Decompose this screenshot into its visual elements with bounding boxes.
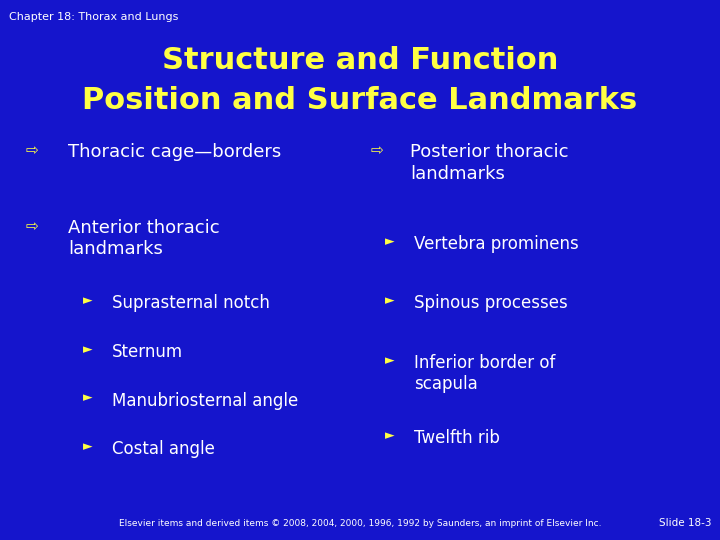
Text: Sternum: Sternum: [112, 343, 183, 361]
Text: Vertebra prominens: Vertebra prominens: [414, 235, 579, 253]
Text: Position and Surface Landmarks: Position and Surface Landmarks: [82, 86, 638, 116]
Text: ►: ►: [83, 343, 92, 356]
Text: ⇨: ⇨: [25, 219, 38, 234]
Text: Twelfth rib: Twelfth rib: [414, 429, 500, 447]
Text: ⇨: ⇨: [371, 143, 384, 158]
Text: ►: ►: [385, 294, 395, 307]
Text: ►: ►: [385, 429, 395, 442]
Text: ►: ►: [83, 440, 92, 453]
Text: Anterior thoracic
landmarks: Anterior thoracic landmarks: [68, 219, 220, 258]
Text: Inferior border of
scapula: Inferior border of scapula: [414, 354, 555, 393]
Text: ⇨: ⇨: [25, 143, 38, 158]
Text: ►: ►: [83, 294, 92, 307]
Text: Elsevier items and derived items © 2008, 2004, 2000, 1996, 1992 by Saunders, an : Elsevier items and derived items © 2008,…: [119, 519, 601, 528]
Text: ►: ►: [83, 392, 92, 404]
Text: Slide 18-3: Slide 18-3: [659, 518, 711, 528]
Text: Thoracic cage—borders: Thoracic cage—borders: [68, 143, 282, 161]
Text: ►: ►: [385, 354, 395, 367]
Text: Costal angle: Costal angle: [112, 440, 215, 458]
Text: Structure and Function: Structure and Function: [162, 46, 558, 75]
Text: Suprasternal notch: Suprasternal notch: [112, 294, 269, 312]
Text: ►: ►: [385, 235, 395, 248]
Text: Chapter 18: Thorax and Lungs: Chapter 18: Thorax and Lungs: [9, 12, 178, 22]
Text: Spinous processes: Spinous processes: [414, 294, 568, 312]
Text: Posterior thoracic
landmarks: Posterior thoracic landmarks: [410, 143, 569, 183]
Text: Manubriosternal angle: Manubriosternal angle: [112, 392, 298, 409]
